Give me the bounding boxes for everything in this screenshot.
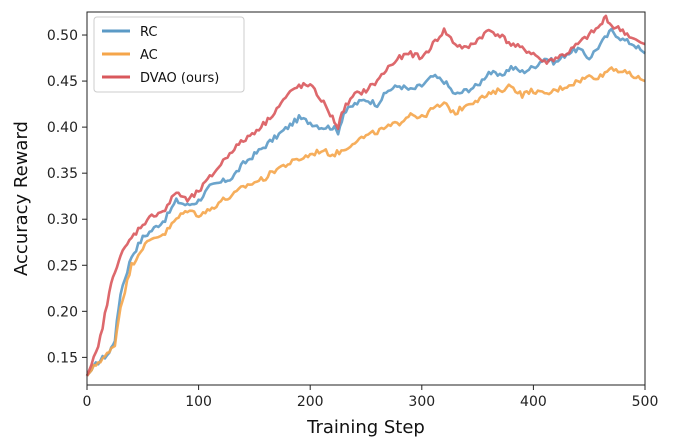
legend-box (93, 16, 245, 93)
x-tick-label: 300 (408, 394, 435, 410)
legend-label: RC (140, 25, 157, 40)
legend-label: DVAO (ours) (140, 71, 219, 86)
y-tick-label: 0.30 (47, 212, 78, 228)
y-axis: 0.15 0.20 0.25 0.30 0.35 0.40 0.45 0.50 (47, 28, 87, 366)
series-line-ac (85, 66, 646, 377)
series-line-dvao-ours (85, 14, 646, 377)
x-tick-label: 0 (83, 394, 92, 410)
x-tick-label: 200 (297, 394, 324, 410)
series-layer (85, 14, 646, 377)
y-tick-label: 0.50 (47, 28, 78, 44)
y-tick-label: 0.45 (47, 74, 78, 90)
legend: RC AC DVAO (ours) (93, 16, 245, 93)
legend-label: AC (140, 48, 158, 63)
y-tick-label: 0.20 (47, 304, 78, 320)
x-axis: 0 100 200 300 400 500 (83, 385, 659, 410)
x-axis-label: Training Step (306, 417, 425, 438)
x-tick-label: 100 (185, 394, 212, 410)
x-tick-label: 400 (520, 394, 547, 410)
y-axis-label: Accuracy Reward (11, 121, 32, 276)
y-tick-label: 0.15 (47, 350, 78, 366)
y-tick-label: 0.25 (47, 258, 78, 274)
y-tick-label: 0.35 (47, 166, 78, 182)
x-tick-label: 500 (632, 394, 659, 410)
y-tick-label: 0.40 (47, 120, 78, 136)
plot-frame (86, 11, 646, 386)
